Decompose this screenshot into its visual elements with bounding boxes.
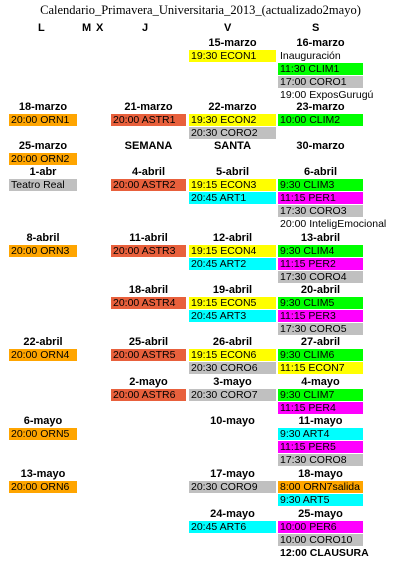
weekday-header-s: S	[312, 22, 320, 34]
event-orn: 20:00 ORN5	[9, 428, 77, 440]
date-label: 25-abril	[128, 336, 169, 348]
date-label: 19-abril	[212, 284, 253, 296]
date-label: 17-mayo	[210, 468, 255, 480]
date-label: 25-marzo	[18, 140, 68, 152]
event-astr: 20:00 ASTR1	[111, 114, 186, 126]
event-clim: 9:30 CLIM4	[278, 245, 363, 257]
date-label: 27-abril	[300, 336, 341, 348]
event-coro: Teatro Real	[9, 179, 77, 191]
event-per: 10:00 PER6	[278, 521, 363, 533]
weekday-header-x: X	[96, 22, 104, 34]
date-label: 10-mayo	[210, 415, 255, 427]
event-coro: 20:30 CORO2	[189, 127, 276, 139]
date-label: 22-abril	[23, 336, 63, 348]
event-coro: 20:30 CORO7	[189, 389, 276, 401]
event-clim: 9:30 CLIM6	[278, 349, 363, 361]
event-coro: 17:30 CORO3	[278, 205, 363, 217]
event-clim: 9:30 CLIM5	[278, 297, 363, 309]
date-label: SEMANA	[124, 140, 173, 152]
event-econ: 19:15 ECON4	[189, 245, 276, 257]
weekday-header-m: M	[82, 22, 92, 34]
event-none: Inauguración	[278, 50, 363, 62]
event-coro: 17:30 CORO5	[278, 323, 363, 335]
weekday-header-j: J	[142, 22, 149, 34]
event-orn: 20:00 ORN3	[9, 245, 77, 257]
event-clim: 10:00 CLIM2	[278, 114, 363, 126]
weekday-header-l: L	[38, 22, 45, 34]
date-label: 11-abril	[129, 232, 168, 244]
date-label: 13-abril	[300, 232, 341, 244]
event-per: 11:15 PER5	[278, 441, 363, 453]
weekday-header-v: V	[224, 22, 232, 34]
event-econ: 19:30 ECON1	[189, 50, 276, 62]
date-label: SANTA	[213, 140, 252, 152]
event-none: 12:00 CLAUSURA	[278, 547, 369, 559]
date-label: 12-abril	[212, 232, 253, 244]
page-title: Calendario_Primavera_Universitaria_2013_…	[40, 3, 361, 17]
date-label: 25-mayo	[298, 508, 343, 520]
event-coro: 10:00 CORO10	[278, 534, 363, 546]
event-astr: 20:00 ASTR2	[111, 179, 186, 191]
date-label: 6-mayo	[23, 415, 63, 427]
event-econ: 19:15 ECON5	[189, 297, 276, 309]
date-label: 23-marzo	[296, 101, 345, 113]
event-astr: 20:00 ASTR4	[111, 297, 186, 309]
event-clim: 9:30 CLIM7	[278, 389, 363, 401]
date-label: 20-abril	[300, 284, 341, 296]
event-clim: 11:30 CLIM1	[278, 63, 363, 75]
event-none: 20:00 InteligEmocional	[278, 218, 387, 230]
event-coro: 20:30 CORO9	[189, 481, 276, 493]
date-label: 2-mayo	[129, 376, 168, 388]
date-label: 21-marzo	[124, 101, 173, 113]
event-orn: 20:00 ORN2	[9, 153, 77, 165]
event-none: 19:00 ExposGurugú	[278, 89, 374, 101]
event-clim: 9:30 CLIM3	[278, 179, 363, 191]
event-econ: 11:15 ECON7	[278, 362, 363, 374]
date-label: 11-mayo	[298, 415, 343, 427]
date-label: 5-abril	[215, 166, 249, 178]
event-per: 11:15 PER4	[278, 402, 363, 414]
event-econ: 19:15 ECON6	[189, 349, 276, 361]
event-coro: 17:30 CORO8	[278, 454, 363, 466]
event-per: 11:15 PER1	[278, 192, 363, 204]
event-orn: 20:00 ORN6	[9, 481, 77, 493]
event-orn: 20:00 ORN1	[9, 114, 77, 126]
event-orn: 8:00 ORN7salida	[278, 481, 363, 493]
date-label: 8-abril	[26, 232, 60, 244]
date-label: 6-abril	[303, 166, 337, 178]
event-coro: 17:30 CORO4	[278, 271, 363, 283]
event-coro: 20:30 CORO6	[189, 362, 276, 374]
date-label: 3-mayo	[213, 376, 252, 388]
date-label: 18-abril	[128, 284, 169, 296]
event-orn: 20:00 ORN4	[9, 349, 77, 361]
date-label: 18-mayo	[298, 468, 343, 480]
date-label: 4-mayo	[301, 376, 340, 388]
event-econ: 19:15 ECON3	[189, 179, 276, 191]
date-label: 15-marzo	[208, 37, 257, 49]
event-coro: 17:00 CORO1	[278, 76, 363, 88]
date-label: 26-abril	[212, 336, 253, 348]
date-label: 13-mayo	[20, 468, 66, 480]
event-art: 9:30 ART4	[278, 428, 363, 440]
event-per: 11:15 PER3	[278, 310, 363, 322]
event-art: 9:30 ART5	[278, 494, 363, 506]
date-label: 4-abril	[131, 166, 165, 178]
event-astr: 20:00 ASTR5	[111, 349, 186, 361]
event-art: 20:45 ART2	[189, 258, 276, 270]
date-label: 1-abr	[29, 166, 57, 178]
date-label: 18-marzo	[18, 101, 68, 113]
event-per: 11:15 PER2	[278, 258, 363, 270]
event-art: 20:45 ART6	[189, 521, 276, 533]
date-label: 30-marzo	[296, 140, 345, 152]
event-astr: 20:00 ASTR3	[111, 245, 186, 257]
event-art: 20:45 ART3	[189, 310, 276, 322]
date-label: 16-marzo	[296, 37, 345, 49]
event-art: 20:45 ART1	[189, 192, 276, 204]
event-astr: 20:00 ASTR6	[111, 389, 186, 401]
event-econ: 19:30 ECON2	[189, 114, 276, 126]
date-label: 22-marzo	[208, 101, 257, 113]
date-label: 24-mayo	[210, 508, 255, 520]
